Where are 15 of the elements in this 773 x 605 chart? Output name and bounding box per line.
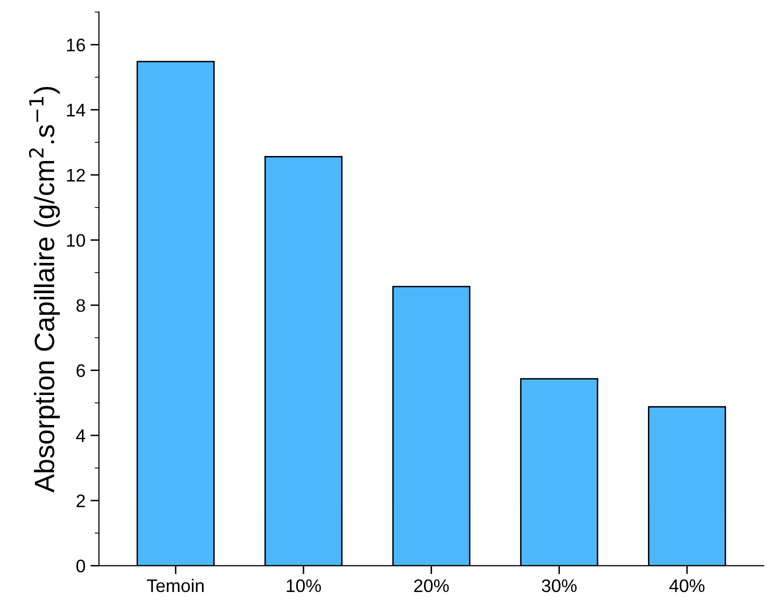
x-tick-label: 30% <box>542 579 577 592</box>
y-tick-label: 8 <box>76 299 85 312</box>
y-tick-label: 4 <box>76 430 86 442</box>
y-tick-label: 10 <box>67 234 86 247</box>
y-tick-label: 16 <box>67 38 85 52</box>
x-tick-label: Temoin <box>146 578 204 592</box>
x-tick-label: 20% <box>414 579 449 592</box>
y-tick-label: 14 <box>67 104 86 116</box>
y-tick-label: 0 <box>76 560 86 572</box>
x-tick-label: 10% <box>286 579 321 592</box>
y-tick-label: 2 <box>76 494 85 508</box>
x-tick-label: 40% <box>669 579 704 592</box>
y-tick-label: 12 <box>67 168 85 182</box>
y-axis-title: Absorption Capillaire (g/cm$^{2}$.s$^{−1}$) <box>29 86 60 493</box>
y-tick-label: 6 <box>76 364 85 378</box>
